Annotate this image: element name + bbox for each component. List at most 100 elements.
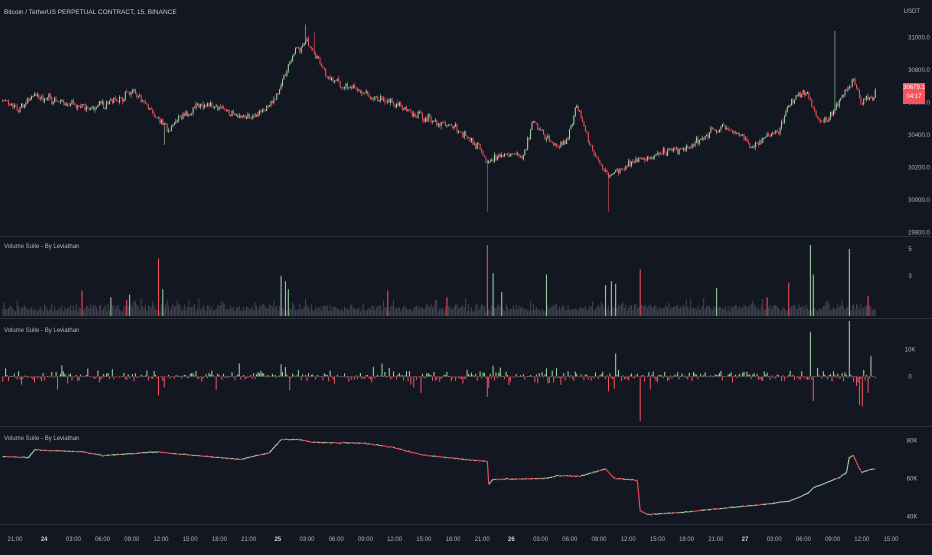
candle-body (837, 104, 838, 106)
volume-bar (586, 311, 587, 316)
candle-body (133, 89, 134, 91)
delta-bar (148, 377, 149, 381)
candle-body (100, 101, 101, 104)
volume-bar (870, 307, 871, 316)
volume-bar (178, 305, 179, 316)
delta-bar (273, 375, 274, 376)
candle-body (635, 158, 636, 162)
volume-bar (302, 309, 303, 316)
volume-bar (833, 307, 834, 316)
volume-bar (481, 304, 482, 316)
delta-bar (33, 377, 34, 380)
volume-bar (579, 307, 580, 316)
delta-bar (863, 370, 864, 377)
delta-bar (523, 374, 524, 376)
candle-body (658, 153, 659, 154)
volume-bar (112, 306, 113, 316)
candle-body (31, 96, 32, 99)
candle-body (432, 121, 433, 122)
last-price-tag: 30679.1 04:17 (903, 83, 925, 104)
volume-bar (37, 311, 38, 316)
candle-body (7, 100, 8, 101)
candle-body (752, 147, 753, 148)
volume-bar (380, 305, 381, 316)
delta-bar (601, 374, 602, 377)
cumulative-line-segment (363, 443, 364, 444)
candle-body (83, 104, 84, 105)
volume-bar (778, 308, 779, 316)
volume-bar (322, 306, 323, 316)
delta-bar (383, 376, 384, 377)
delta-bar (184, 375, 185, 377)
cumulative-line-segment (846, 465, 847, 472)
delta-bar (131, 377, 132, 378)
candle-body (667, 151, 668, 156)
candle-body (246, 118, 247, 119)
candle-body (387, 99, 388, 102)
delta-bar (519, 376, 520, 377)
delta-bar (350, 376, 351, 377)
candle-body (239, 116, 240, 118)
delta-bar (403, 377, 404, 381)
volume-bar (517, 309, 518, 316)
volume-bar (498, 304, 499, 316)
delta-bar (161, 377, 162, 378)
volume-bar (575, 308, 576, 316)
candle-body (598, 158, 599, 160)
candle-body (764, 138, 765, 139)
volume-bar (693, 308, 694, 316)
candle-body (224, 109, 225, 110)
cumulative-line-segment (558, 475, 559, 476)
candle-body (543, 130, 544, 135)
volume-bar (265, 306, 266, 316)
candle-body (377, 97, 378, 101)
candle-body (265, 110, 266, 111)
time-axis-label: 15:00 (883, 537, 899, 543)
volume-bar (194, 304, 195, 316)
delta-bar (351, 377, 352, 380)
cumulative-pane-title[interactable]: Volume Suite - By Leviathan (4, 436, 79, 442)
delta-bar (172, 376, 173, 377)
delta-bar (165, 377, 166, 378)
volume-bar (697, 305, 698, 316)
cumulative-line-segment (867, 470, 868, 471)
delta-bar (144, 376, 145, 377)
candle-body (457, 124, 458, 132)
volume-bar (813, 274, 814, 316)
delta-bar (298, 370, 299, 377)
delta-bar (129, 377, 130, 379)
cumulative-line-segment (610, 474, 611, 475)
cumulative-line-segment (92, 454, 93, 455)
volume-bar (454, 307, 455, 316)
candle-body (498, 154, 499, 157)
volume-bar (582, 309, 583, 316)
symbol-title[interactable]: Bitcoin / TetherUS PERPETUAL CONTRACT, 1… (4, 9, 177, 16)
candle-body (500, 154, 501, 156)
volume-bar (110, 297, 111, 316)
volume-bar (364, 310, 365, 316)
volume-bar (136, 305, 137, 316)
delta-bar (741, 377, 742, 378)
delta-bar (853, 377, 854, 383)
cumulative-line-segment (355, 443, 356, 444)
delta-bar (207, 377, 208, 379)
cumulative-line-segment (554, 476, 555, 477)
volume-pane-title[interactable]: Volume Suite - By Leviathan (4, 244, 79, 250)
delta-bar (716, 375, 717, 377)
volume-bar (135, 301, 136, 316)
delta-bar (289, 377, 290, 391)
volume-bar (504, 311, 505, 316)
delta-bar (844, 372, 845, 376)
candle-body (15, 105, 16, 106)
candle-body (168, 131, 169, 132)
delta-bar (178, 376, 179, 377)
cumulative-line-segment (490, 481, 491, 483)
candle-body (152, 109, 153, 113)
candle-body (138, 96, 139, 97)
delta-bar (216, 377, 217, 390)
volume-bar (625, 305, 626, 316)
candle-body (706, 135, 707, 136)
delta-pane-title[interactable]: Volume Suite - By Leviathan (4, 328, 79, 334)
